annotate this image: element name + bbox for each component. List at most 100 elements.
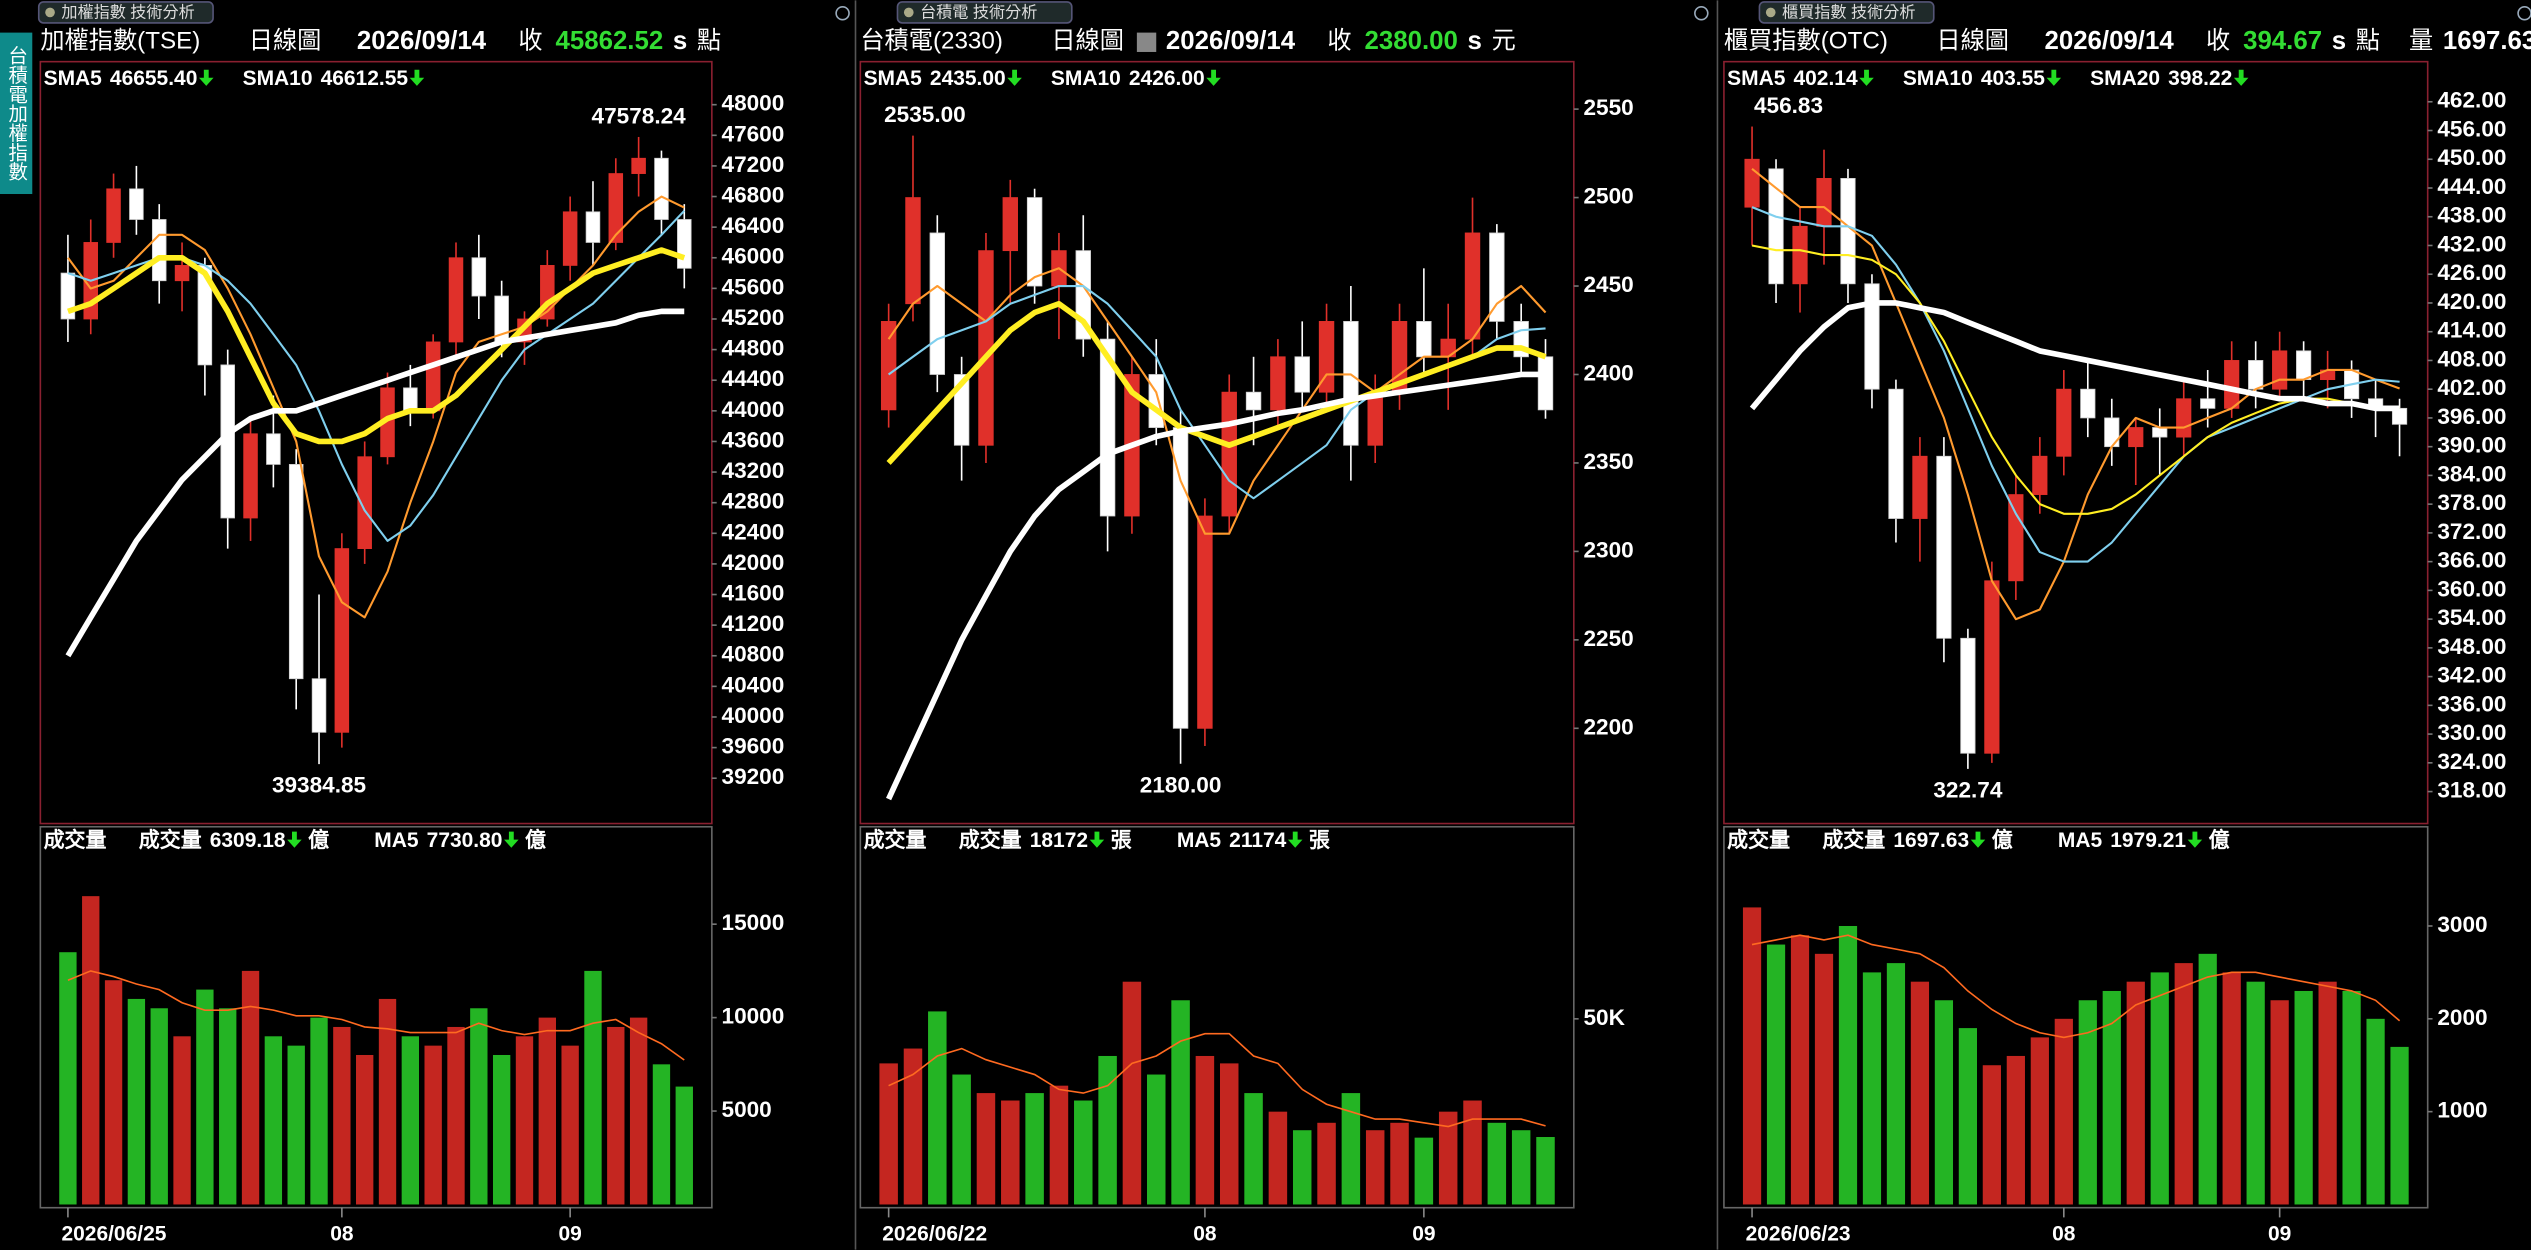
tab-label[interactable]: 台積電 技術分析: [920, 3, 1037, 21]
volume-bar: [584, 970, 602, 1205]
ma-legend-value: 2435.00: [930, 67, 1006, 90]
period: 日線圖: [249, 28, 322, 55]
volume-bar: [2126, 981, 2145, 1205]
y-tick-label: 348.00: [2437, 634, 2506, 659]
volume-legend-name: 成交量: [139, 828, 202, 852]
volume-legend-value: 1979.21: [2110, 829, 2186, 852]
volume-bar: [1982, 1065, 2001, 1205]
date-label: 2026/06/25: [61, 1223, 166, 1246]
ma-line: [67, 195, 685, 619]
candle-body: [1768, 168, 1784, 285]
candle-body: [2008, 494, 2024, 582]
y-tick-label: 40800: [722, 642, 785, 667]
y-tick-label: 432.00: [2437, 231, 2506, 256]
candle-body: [1792, 225, 1808, 285]
candle-body: [1489, 232, 1505, 322]
candle-body: [1416, 321, 1432, 358]
tab-label[interactable]: 櫃買指數 技術分析: [1782, 3, 1915, 21]
volume-title: 成交量: [864, 828, 927, 852]
volume-frame: [859, 825, 1575, 1209]
min-label: 2180.00: [1140, 772, 1222, 797]
volume-bar: [2270, 1000, 2289, 1205]
volume-bar: [903, 1048, 923, 1205]
volume-legend-name: 成交量: [1822, 828, 1885, 852]
y-tick-label: 420.00: [2437, 289, 2506, 314]
volume-bar: [2006, 1055, 2025, 1205]
down-arrow: [2233, 69, 2249, 86]
ma-legend-name: SMA10: [243, 67, 313, 90]
y-tick-label: 372.00: [2437, 519, 2506, 544]
min-label: 39384.85: [272, 773, 366, 798]
ma-legend-value: 403.55: [1981, 67, 2045, 90]
volume-legend-value: 21174: [1229, 829, 1286, 852]
volume-bar: [1838, 925, 1858, 1205]
candle-body: [2296, 350, 2312, 381]
candle-body: [905, 197, 921, 305]
candle-body: [1245, 391, 1262, 411]
tab-bg: [1758, 1, 1935, 24]
volume-bar: [976, 1093, 996, 1205]
candle-body: [1026, 197, 1043, 287]
volume-bar: [1390, 1122, 1409, 1205]
side-tab-bg: [0, 32, 33, 195]
down-arrow: [1206, 69, 1221, 86]
candle-body: [1197, 515, 1213, 729]
y-tick-label: 450.00: [2437, 145, 2506, 170]
candle-body: [1221, 391, 1237, 517]
volume-bar: [356, 1054, 374, 1205]
panel-title: 台積電(2330): [860, 28, 1003, 55]
candle-body: [1343, 321, 1359, 446]
volume-ma-line: [888, 1032, 1546, 1128]
y-tick-label: 336.00: [2437, 691, 2506, 716]
volume-bar: [1862, 972, 1882, 1205]
ma-legend-name: SMA20: [2090, 67, 2160, 90]
y-tick-label: 47600: [722, 121, 785, 146]
date-label: 2026/06/22: [882, 1223, 987, 1246]
down-arrow: [199, 69, 214, 86]
zoom-icon[interactable]: [2517, 5, 2531, 21]
volume-legend-unit: 張: [1309, 829, 1330, 852]
ma-line: [886, 300, 1547, 465]
candle-body: [953, 374, 970, 446]
zoom-icon[interactable]: [835, 5, 850, 21]
unit: 元: [1492, 28, 1516, 55]
y-tick-label: 462.00: [2437, 88, 2506, 113]
y-tick-label: 318.00: [2437, 778, 2506, 803]
max-label: 47578.24: [592, 104, 687, 129]
dropdown-icon[interactable]: [1136, 32, 1157, 52]
y-tick-label: 3000: [2437, 912, 2487, 937]
candle-body: [2080, 388, 2096, 419]
volume-bar: [2342, 990, 2361, 1205]
s-flag: s: [1468, 27, 1482, 55]
volume-bar: [1463, 1100, 1482, 1205]
ma-line: [1751, 168, 2400, 621]
candle-body: [1537, 356, 1554, 411]
volume-bar: [150, 1008, 168, 1205]
volume-title: 成交量: [1727, 828, 1790, 852]
volume-bar: [1244, 1093, 1263, 1205]
volume-bar: [1195, 1055, 1215, 1205]
y-tick-label: 41200: [722, 611, 785, 636]
volume-bar: [333, 1026, 351, 1205]
volume-bar: [1098, 1055, 1117, 1205]
y-tick-label: 396.00: [2437, 404, 2506, 429]
y-tick-label: 48000: [722, 91, 785, 116]
volume-bar: [196, 989, 214, 1205]
zoom-icon[interactable]: [1694, 5, 1709, 21]
ma-legend-name: SMA5: [44, 67, 103, 90]
date-label: 09: [1412, 1223, 1435, 1246]
volume-bar: [928, 1011, 947, 1205]
volume-ma-line: [1751, 934, 2401, 1039]
candle-body: [129, 188, 144, 220]
candle-body: [425, 341, 441, 412]
y-tick-label: 42800: [722, 489, 785, 514]
side-tab[interactable]: 台積電加權指數: [5, 46, 28, 182]
candle-body: [562, 211, 578, 266]
volume-bar: [173, 1036, 191, 1205]
tab-label[interactable]: 加權指數 技術分析: [61, 3, 194, 21]
unit: 點: [2356, 28, 2380, 55]
volume-legend-unit: 億: [308, 828, 329, 852]
volume-label: 量: [2409, 28, 2433, 55]
close-value: 2380.00: [1365, 27, 1458, 55]
